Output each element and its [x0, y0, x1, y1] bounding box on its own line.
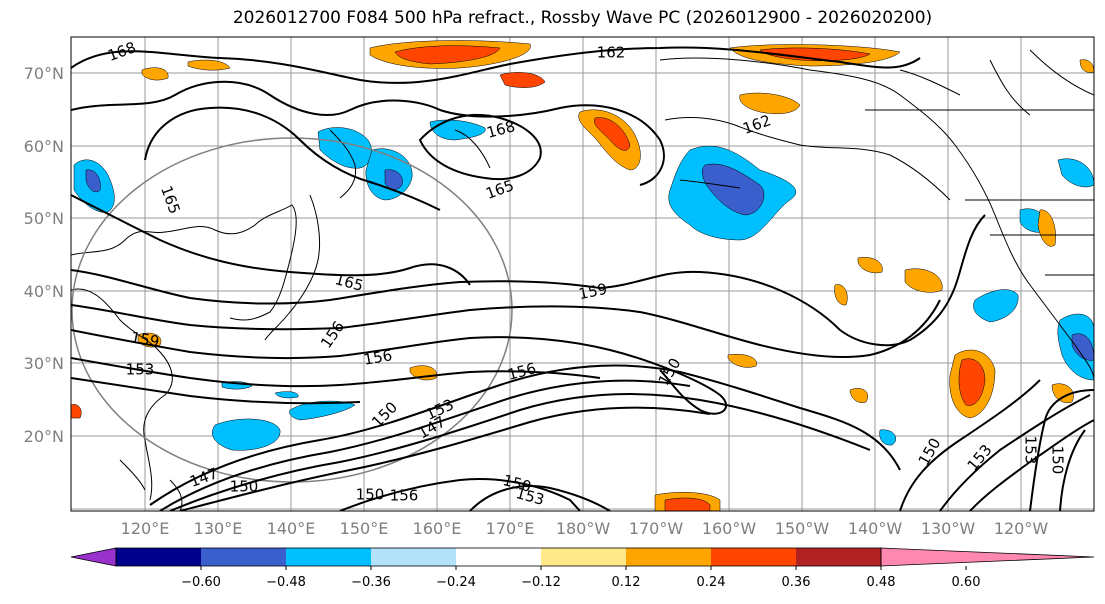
contour-label: 156 — [390, 487, 419, 505]
longitude-label: 140°E — [267, 519, 316, 538]
contour-label: 150 — [1049, 446, 1067, 475]
colorbar-tick-label: −0.48 — [266, 575, 306, 590]
colorbar-segment — [796, 548, 881, 566]
map-border — [70, 36, 1095, 512]
latitude-label: 70°N — [24, 64, 64, 83]
colorbar-segment — [541, 548, 626, 566]
longitude-label: 170°E — [486, 519, 535, 538]
longitude-label: 140°W — [848, 519, 903, 538]
colorbar-segment — [456, 548, 541, 566]
latitude-label: 30°N — [24, 354, 64, 373]
latitude-label: 60°N — [24, 137, 64, 156]
colorbar-tick-label: −0.60 — [181, 575, 221, 590]
colorbar-tick-label: −0.24 — [436, 575, 476, 590]
colorbar-tick-label: 0.60 — [952, 575, 981, 590]
colorbar-segment — [371, 548, 456, 566]
colorbar: −0.60 −0.48 −0.36 −0.24 −0.12 0.12 0.24 0.36 0.4… — [70, 547, 1095, 590]
latitude-labels: 70°N 60°N 50°N 40°N 30°N 20°N — [24, 64, 64, 446]
longitude-label: 150°E — [340, 519, 389, 538]
contour-label: 159 — [577, 280, 609, 304]
contour-label: 150 — [230, 478, 259, 496]
colorbar-tick-label: −0.12 — [521, 575, 561, 590]
colorbar-tick-label: 0.36 — [782, 575, 811, 590]
longitude-label: 130°E — [194, 519, 243, 538]
colorbar-tick-label: 0.48 — [867, 575, 896, 590]
longitude-label: 160°W — [702, 519, 757, 538]
contour-label: 153 — [126, 361, 155, 379]
map-title: 2026012700 F084 500 hPa refract., Rossby… — [232, 8, 933, 28]
colorbar-left-extension — [70, 547, 117, 567]
colorbar-segment — [626, 548, 711, 566]
colorbar-segment — [201, 548, 286, 566]
longitude-label: 120°W — [994, 519, 1049, 538]
contour-label: 162 — [597, 44, 626, 62]
latitude-label: 50°N — [24, 209, 64, 228]
longitude-label: 180°W — [556, 519, 611, 538]
longitude-label: 130°W — [921, 519, 976, 538]
height-contours — [71, 46, 1094, 511]
latitude-label: 20°N — [24, 427, 64, 446]
colorbar-tick-label: 0.24 — [697, 575, 726, 590]
contour-label: 153 — [1022, 436, 1040, 465]
colorbar-tick-label: 0.12 — [612, 575, 641, 590]
colorbar-right-extension — [880, 547, 1095, 567]
colorbar-segment — [286, 548, 371, 566]
longitude-label: 170°W — [629, 519, 684, 538]
latitude-label: 40°N — [24, 282, 64, 301]
longitude-label: 120°E — [121, 519, 170, 538]
contour-label: 156 — [362, 346, 393, 369]
longitude-label: 160°E — [413, 519, 462, 538]
colorbar-segment — [116, 548, 201, 566]
longitude-labels: 120°E 130°E 140°E 150°E 160°E 170°E 180°W 170°W… — [121, 519, 1049, 538]
anomaly-shading — [71, 40, 1094, 511]
longitude-label: 150°W — [775, 519, 830, 538]
contour-label: 159 — [129, 328, 160, 351]
contour-label: 150 — [356, 486, 385, 504]
colorbar-tick-label: −0.36 — [351, 575, 391, 590]
colorbar-segment — [711, 548, 796, 566]
coastlines — [71, 49, 1094, 511]
